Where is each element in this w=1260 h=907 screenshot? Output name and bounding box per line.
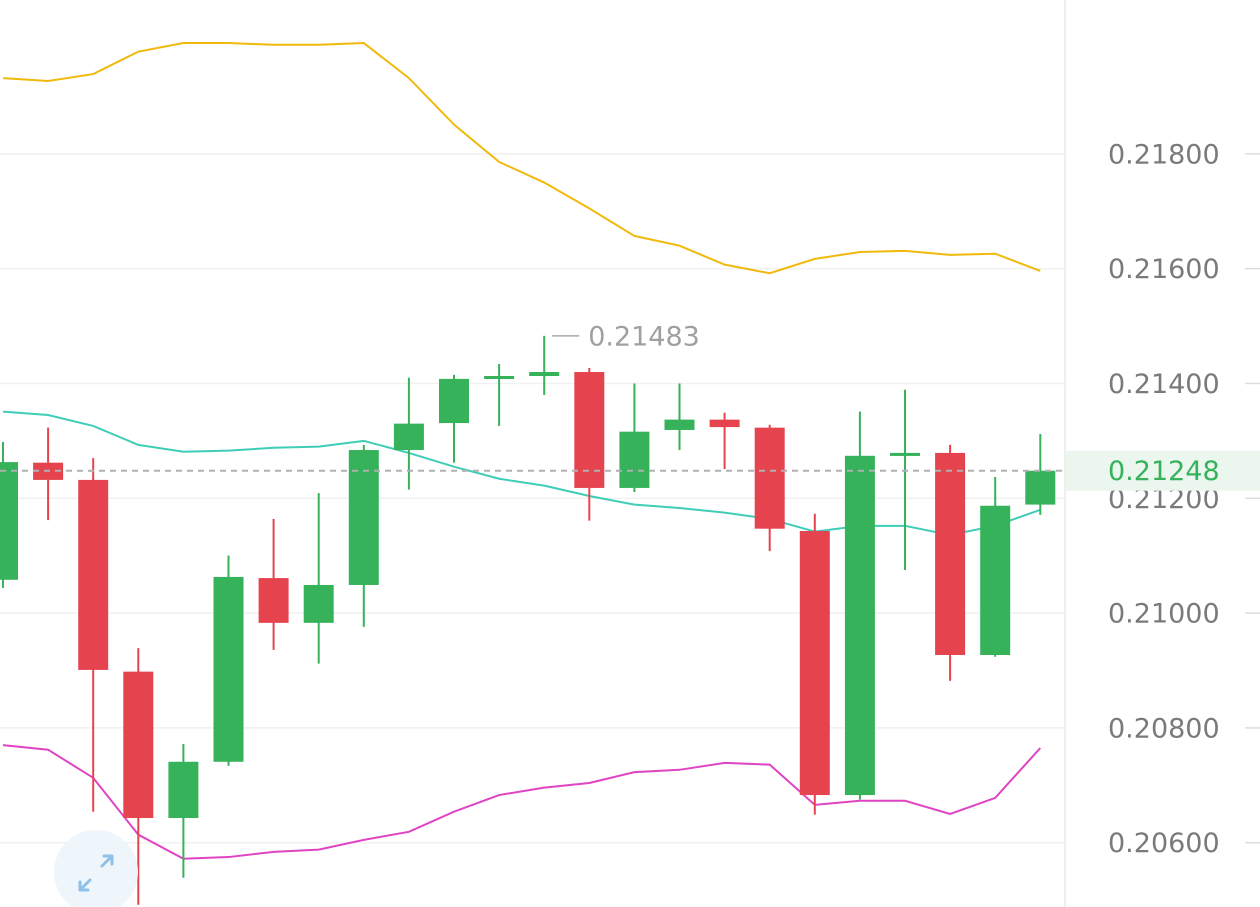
y-tick-label: 0.20600 xyxy=(1108,828,1220,859)
candle-body xyxy=(799,530,830,796)
y-tick-label: 0.21600 xyxy=(1108,254,1220,285)
candle-body xyxy=(709,419,740,428)
candle-body xyxy=(348,450,379,585)
candle-body xyxy=(619,431,650,488)
expand-icon[interactable] xyxy=(78,854,114,892)
expand-button[interactable] xyxy=(54,830,138,907)
max-label: 0.21483 xyxy=(588,321,700,352)
candle-body xyxy=(439,378,469,424)
candle-body xyxy=(664,419,695,430)
candle-body xyxy=(123,671,154,819)
candle-body xyxy=(935,452,966,655)
band-line xyxy=(2,42,1041,275)
y-tick-label: 0.20800 xyxy=(1108,713,1220,744)
candle-body xyxy=(529,371,560,377)
candle-body xyxy=(213,576,244,762)
candle-body xyxy=(168,761,199,819)
candle-body xyxy=(1025,470,1056,505)
candle-body xyxy=(754,427,785,529)
y-tick-label: 0.21400 xyxy=(1108,369,1220,400)
candle-body xyxy=(0,462,18,580)
candle-body xyxy=(574,371,605,488)
candle-body xyxy=(303,584,334,623)
candle-body xyxy=(393,423,424,451)
candle-body xyxy=(78,479,109,670)
y-tick-label: 0.21800 xyxy=(1108,139,1220,170)
y-tick-label: 0.21000 xyxy=(1108,599,1220,630)
candle-body xyxy=(844,455,875,796)
candle-body xyxy=(980,505,1011,655)
candle-body xyxy=(484,376,515,380)
current-price-label: 0.21248 xyxy=(1108,456,1220,487)
band-line xyxy=(2,744,1042,860)
current-price-box xyxy=(1065,450,1260,491)
band-line xyxy=(2,410,1041,537)
candle-body xyxy=(258,578,289,623)
candle-body xyxy=(890,452,920,456)
expand-circle[interactable] xyxy=(54,830,138,907)
